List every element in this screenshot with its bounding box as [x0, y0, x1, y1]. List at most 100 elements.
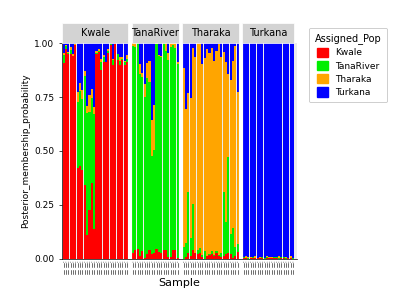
Bar: [223, 52, 225, 192]
Bar: [211, 251, 213, 254]
Bar: [287, 43, 290, 258]
Bar: [227, 43, 229, 74]
Bar: [225, 43, 227, 62]
Bar: [112, 66, 114, 259]
Bar: [220, 253, 222, 257]
Bar: [225, 62, 227, 222]
Bar: [190, 43, 192, 98]
Bar: [119, 61, 121, 66]
Bar: [261, 258, 263, 259]
Text: Tharaka: Tharaka: [191, 28, 231, 38]
Bar: [93, 43, 95, 107]
Bar: [67, 54, 69, 259]
Bar: [144, 83, 146, 97]
Bar: [170, 47, 172, 257]
Bar: [67, 43, 69, 52]
Bar: [165, 43, 167, 51]
X-axis label: Sample: Sample: [158, 278, 200, 288]
Bar: [237, 43, 239, 91]
Bar: [245, 258, 247, 259]
Bar: [283, 43, 285, 257]
Bar: [287, 258, 290, 259]
Bar: [144, 43, 146, 83]
Bar: [245, 43, 247, 256]
Bar: [165, 51, 167, 250]
Bar: [215, 51, 218, 251]
Bar: [158, 43, 160, 55]
Bar: [63, 55, 65, 63]
Bar: [275, 43, 277, 257]
Bar: [112, 60, 114, 66]
Bar: [249, 257, 252, 258]
Bar: [271, 43, 273, 257]
Bar: [65, 43, 67, 45]
Bar: [156, 43, 158, 44]
Bar: [148, 250, 150, 259]
Bar: [257, 43, 259, 258]
Bar: [211, 254, 213, 259]
Bar: [146, 43, 148, 63]
Bar: [84, 43, 86, 71]
Bar: [209, 53, 211, 254]
Bar: [139, 63, 141, 74]
Bar: [196, 254, 199, 259]
Bar: [74, 44, 76, 45]
Bar: [107, 49, 109, 51]
Bar: [174, 48, 176, 250]
Bar: [126, 43, 128, 55]
Bar: [194, 253, 196, 259]
Bar: [261, 43, 263, 257]
Bar: [105, 43, 107, 62]
Bar: [160, 253, 162, 259]
Bar: [257, 258, 259, 259]
Bar: [124, 43, 126, 61]
Bar: [254, 43, 256, 256]
Bar: [283, 258, 285, 259]
Bar: [204, 43, 206, 58]
Bar: [252, 257, 254, 258]
Bar: [77, 168, 79, 259]
Bar: [249, 43, 252, 257]
Bar: [192, 250, 194, 259]
Bar: [65, 49, 67, 259]
Bar: [292, 43, 294, 257]
Bar: [95, 43, 97, 51]
Bar: [176, 62, 179, 64]
Bar: [252, 43, 254, 257]
Bar: [185, 109, 187, 243]
Bar: [81, 43, 83, 90]
Bar: [158, 252, 160, 259]
Bar: [126, 62, 128, 259]
Bar: [243, 257, 245, 258]
Bar: [243, 43, 245, 257]
Bar: [223, 256, 225, 259]
Bar: [218, 256, 220, 259]
Bar: [79, 166, 81, 259]
Bar: [122, 57, 124, 59]
Bar: [215, 251, 218, 253]
Bar: [72, 56, 74, 259]
Bar: [79, 43, 81, 83]
Bar: [234, 247, 236, 256]
Bar: [190, 238, 192, 256]
Bar: [249, 258, 252, 259]
Bar: [141, 43, 144, 73]
Bar: [72, 54, 74, 56]
Bar: [132, 253, 134, 259]
Bar: [124, 62, 126, 65]
Bar: [209, 43, 211, 53]
Bar: [199, 43, 201, 248]
Bar: [266, 258, 268, 259]
Bar: [117, 43, 119, 54]
Bar: [160, 43, 162, 55]
Bar: [124, 61, 126, 62]
Bar: [259, 258, 261, 259]
Bar: [254, 256, 256, 258]
Bar: [278, 258, 280, 259]
Bar: [91, 98, 93, 183]
Bar: [137, 249, 139, 259]
Bar: [114, 44, 116, 259]
Bar: [176, 43, 179, 62]
Bar: [79, 91, 81, 166]
Bar: [199, 253, 201, 259]
